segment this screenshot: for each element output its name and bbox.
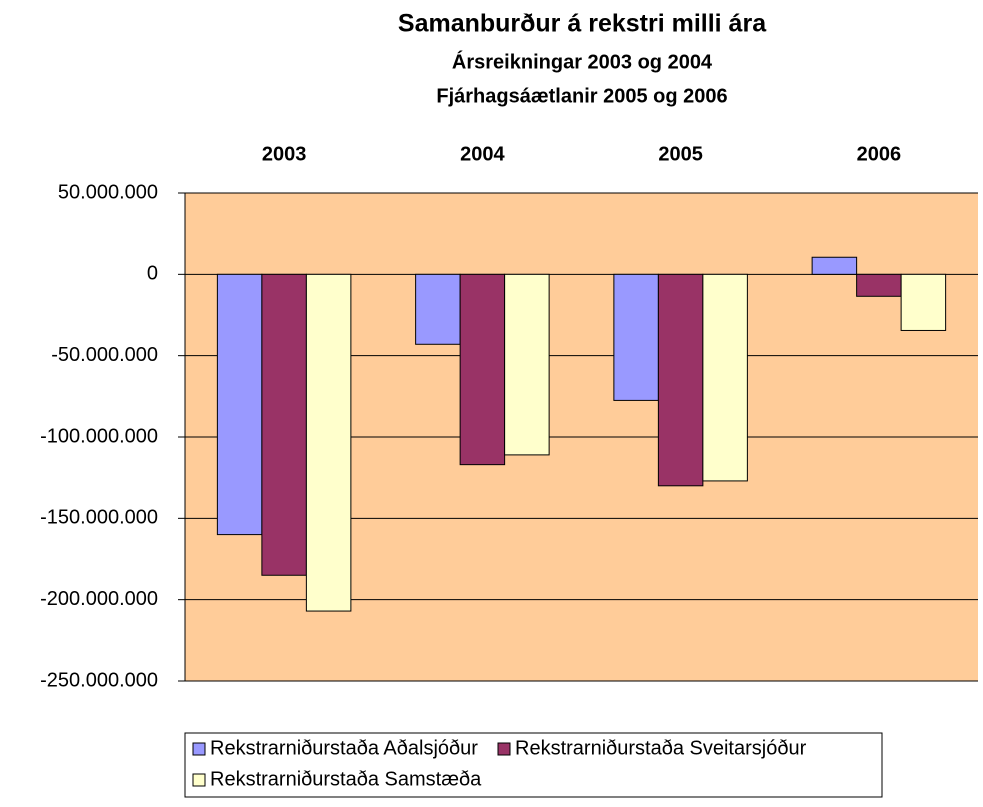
legend-swatch [192, 742, 206, 756]
y-tick-label: 50.000.000 [58, 181, 158, 203]
bar [305, 273, 352, 612]
legend-label: Rekstrarniðurstaða Samstæða [210, 768, 482, 790]
legend-label: Rekstrarniðurstaða Sveitarsjóður [515, 737, 807, 759]
y-tick-label: 0 [147, 263, 158, 285]
bar [261, 273, 307, 576]
bar [459, 273, 506, 466]
y-tick-label: -200.000.000 [40, 588, 158, 610]
bar [811, 256, 858, 275]
legend [184, 732, 883, 798]
chart-subtitle: Fjárhagsáætlanir 2005 og 2006 [436, 85, 727, 107]
x-tick-label: 2004 [460, 143, 505, 165]
bar [657, 273, 704, 487]
bar [900, 273, 947, 331]
bar [415, 273, 461, 345]
x-tick-label: 2006 [857, 143, 902, 165]
x-tick-label: 2003 [262, 143, 307, 165]
y-tick-label: -50.000.000 [51, 344, 158, 366]
chart-title: Samanburður á rekstri milli ára [398, 10, 767, 38]
legend-swatch [192, 773, 206, 787]
bar [702, 273, 748, 482]
x-tick-label: 2005 [658, 143, 703, 165]
bar [504, 273, 550, 456]
y-tick-label: -250.000.000 [40, 669, 158, 691]
legend-label: Rekstrarniðurstaða Aðalsjóður [210, 737, 478, 759]
legend-swatch [497, 742, 511, 756]
y-tick-label: -150.000.000 [40, 507, 158, 529]
bar [613, 273, 659, 401]
bar [216, 273, 263, 536]
y-tick-label: -100.000.000 [40, 425, 158, 447]
chart-subtitle: Ársreikningar 2003 og 2004 [452, 50, 713, 73]
bar [856, 273, 902, 297]
